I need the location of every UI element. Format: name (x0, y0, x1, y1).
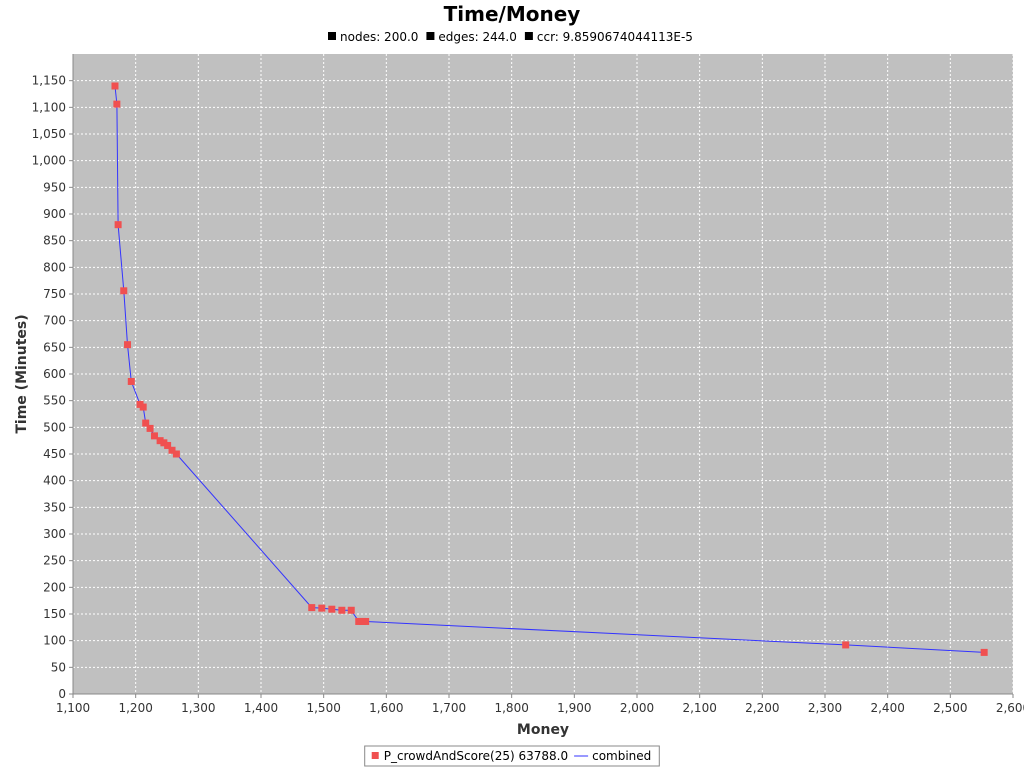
x-tick-label: 2,400 (870, 701, 904, 715)
grid-lines (73, 54, 1014, 694)
data-point (156, 437, 164, 445)
data-point (347, 606, 355, 614)
y-tick-label: 950 (43, 180, 66, 194)
data-point (111, 82, 119, 90)
y-tick-label: 100 (43, 634, 66, 648)
x-tick-label: 2,600 (996, 701, 1024, 715)
legend: P_crowdAndScore(25) 63788.0 combined (364, 745, 660, 767)
subtitle-item: nodes: 200.0 (340, 30, 418, 44)
y-tick-label: 700 (43, 314, 66, 328)
x-tick-label: 2,500 (933, 701, 967, 715)
subtitle-marker (328, 32, 336, 40)
x-tick-label: 2,300 (808, 701, 842, 715)
data-point (172, 450, 180, 458)
x-tick-label: 1,100 (56, 701, 90, 715)
x-tick-label: 1,400 (244, 701, 278, 715)
x-tick-label: 1,600 (369, 701, 403, 715)
x-tick-label: 1,800 (494, 701, 528, 715)
chart-subtitle: nodes: 200.0 edges: 244.0 ccr: 9.859067404… (328, 30, 693, 44)
y-tick-label: 900 (43, 207, 66, 221)
data-point (113, 100, 121, 108)
y-tick-label: 1,000 (32, 154, 66, 168)
y-tick-label: 450 (43, 447, 66, 461)
y-tick-label: 150 (43, 607, 66, 621)
data-point (124, 341, 132, 349)
subtitle-marker (426, 32, 435, 40)
x-tick-label: 2,200 (745, 701, 779, 715)
y-tick-label: 500 (43, 420, 66, 434)
data-point (142, 419, 150, 427)
y-tick-label: 650 (43, 340, 66, 354)
data-point (160, 439, 168, 447)
x-axis-label: Money (517, 722, 569, 738)
subtitle-marker (524, 32, 533, 40)
data-point (355, 617, 363, 625)
data-point (146, 424, 154, 432)
subtitle-item: ccr: 9.8590674044113E-5 (537, 30, 693, 44)
x-tick-label: 1,200 (118, 701, 152, 715)
x-tick-label: 1,500 (306, 701, 340, 715)
data-point (127, 377, 135, 385)
data-point (168, 446, 176, 454)
legend-box (364, 745, 660, 767)
legend-label: P_crowdAndScore(25) 63788.0 (384, 749, 568, 763)
x-axis-ticks: 1,100 1,200 1,300 1,400 1,500 1,600 1,700 1,800… (56, 694, 1024, 715)
data-point (318, 604, 326, 612)
data-point (338, 606, 346, 614)
y-axis-label: Time (Minutes) (14, 314, 30, 433)
legend-marker-points (371, 752, 379, 759)
chart-title: Time/Money (444, 2, 581, 26)
series-points (111, 82, 988, 656)
legend-label: combined (592, 749, 651, 763)
y-tick-label: 400 (43, 474, 66, 488)
data-point (139, 403, 147, 411)
y-tick-label: 1,100 (32, 100, 66, 114)
y-tick-label: 300 (43, 527, 66, 541)
x-tick-label: 1,700 (432, 701, 466, 715)
y-tick-label: 600 (43, 367, 66, 381)
data-point (114, 221, 122, 229)
y-tick-label: 1,150 (32, 74, 66, 88)
y-tick-label: 200 (43, 580, 66, 594)
y-tick-label: 800 (43, 260, 66, 274)
data-point (328, 605, 336, 613)
x-tick-label: 2,000 (620, 701, 654, 715)
data-point (362, 617, 370, 625)
y-axis-ticks: 0 50 100 150 200 250 300 350 400 450 500 550 600 650 7… (32, 74, 73, 701)
subtitle-item: edges: 244.0 (438, 30, 516, 44)
data-point (308, 604, 316, 612)
y-tick-label: 50 (51, 660, 66, 674)
y-tick-label: 850 (43, 234, 66, 248)
data-point (150, 432, 158, 440)
y-tick-label: 250 (43, 554, 66, 568)
y-tick-label: 750 (43, 287, 66, 301)
y-tick-label: 350 (43, 500, 66, 514)
data-point (842, 641, 850, 649)
data-point (120, 287, 128, 295)
x-tick-label: 1,300 (181, 701, 215, 715)
data-point (164, 441, 172, 449)
data-point (980, 648, 988, 656)
y-tick-label: 550 (43, 394, 66, 408)
y-tick-label: 0 (58, 687, 66, 701)
y-tick-label: 1,050 (32, 127, 66, 141)
x-tick-label: 1,900 (557, 701, 591, 715)
x-tick-label: 2,100 (682, 701, 716, 715)
